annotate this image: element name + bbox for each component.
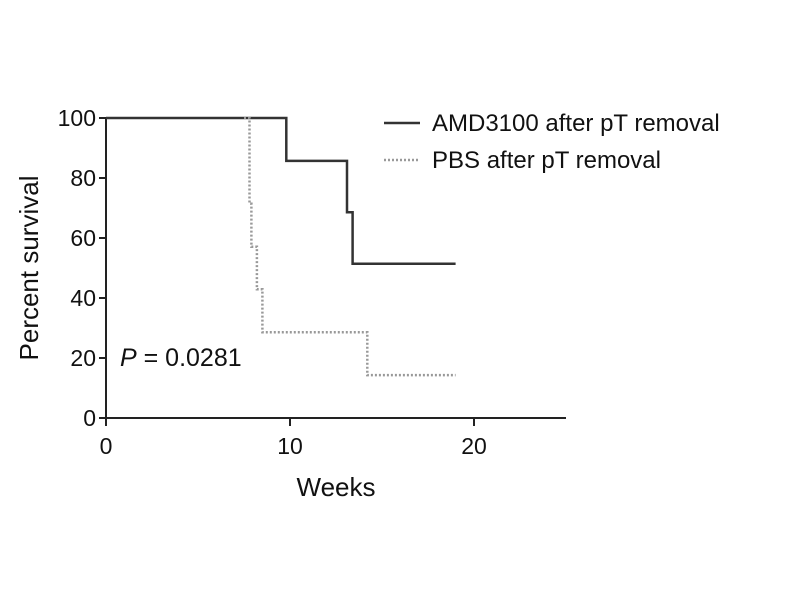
legend-label-amd3100: AMD3100 after pT removal <box>432 110 720 137</box>
x-tick-label: 10 <box>277 433 303 459</box>
p-value-text: = 0.0281 <box>137 344 242 372</box>
y-tick-label: 20 <box>70 345 96 371</box>
x-axis-title: Weeks <box>297 472 376 502</box>
legend-label-pbs: PBS after pT removal <box>432 147 661 174</box>
ticks: 0 20 40 60 80 100 0 10 20 <box>58 105 487 459</box>
axes <box>105 118 566 419</box>
y-tick-label: 40 <box>70 285 96 311</box>
x-tick-label: 0 <box>100 433 113 459</box>
y-tick-label: 80 <box>70 165 96 191</box>
y-tick-label: 0 <box>83 405 96 431</box>
p-value-prefix: P <box>120 344 137 372</box>
legend: AMD3100 after pT removal PBS after pT re… <box>384 110 720 174</box>
series-line-amd3100 <box>106 116 456 266</box>
p-value-annotation: P = 0.0281 <box>120 344 242 372</box>
series-layer <box>106 116 456 377</box>
x-tick-label: 20 <box>461 433 487 459</box>
series-line-pbs <box>244 116 456 377</box>
y-axis-title: Percent survival <box>14 176 44 361</box>
y-tick-label: 100 <box>58 105 96 131</box>
y-tick-label: 60 <box>70 225 96 251</box>
